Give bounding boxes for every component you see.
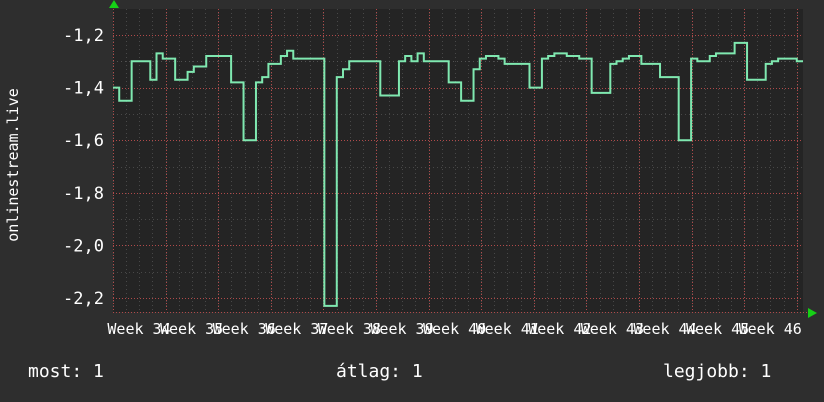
up-arrow-icon: [109, 0, 119, 8]
y-tick-label: -2,2: [63, 289, 104, 309]
graph-footer: most: 1 átlag: 1 legjobb: 1: [0, 355, 824, 395]
x-tick-label: Week 44: [633, 320, 696, 338]
x-tick-label: Week 37: [265, 320, 328, 338]
major-gridlines: [113, 9, 803, 312]
x-tick-label: Week 39: [370, 320, 433, 338]
y-tick-label: -1,2: [63, 26, 104, 46]
data-line-onlinestream: [113, 41, 803, 307]
y-axis-ticks: -1,2 -1,4 -1,6 -1,8 -2,0 -2,2: [63, 26, 104, 309]
y-tick-label: -2,0: [63, 236, 104, 256]
x-tick-label: Week 36: [213, 320, 276, 338]
x-tick-label: Week 46: [739, 320, 802, 338]
x-tick-label: Week 42: [528, 320, 591, 338]
current-value-label: most: 1: [28, 361, 104, 382]
x-tick-label: Week 45: [686, 320, 749, 338]
x-tick-label: Week 43: [581, 320, 644, 338]
plot-background: [113, 9, 803, 312]
average-value-label: átlag: 1: [336, 361, 423, 382]
y-tick-label: -1,6: [63, 131, 104, 151]
x-tick-label: Week 38: [318, 320, 381, 338]
x-tick-label: Week 40: [423, 320, 486, 338]
x-tick-label: Week 41: [476, 320, 539, 338]
x-tick-label: Week 34: [107, 320, 170, 338]
x-tick-label: Week 35: [160, 320, 223, 338]
y-tick-label: -1,8: [63, 184, 104, 204]
max-value-label: legjobb: 1: [663, 361, 772, 382]
right-arrow-icon: [808, 308, 817, 318]
y-tick-label: -1,4: [63, 79, 104, 99]
